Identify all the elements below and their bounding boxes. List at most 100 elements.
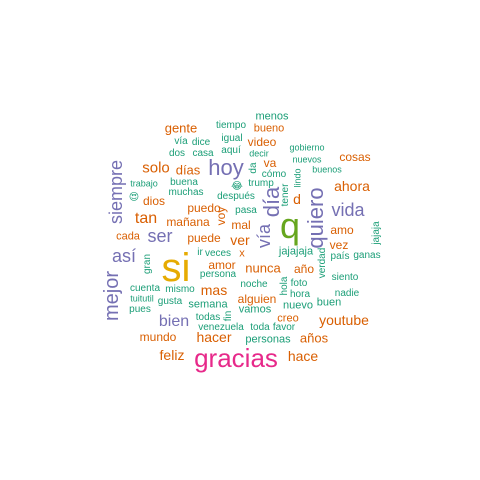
word-vamos-91: vamos: [238, 303, 272, 316]
word-como-58: cómo: [261, 169, 287, 180]
word-dos-52: dos: [168, 148, 186, 159]
word-cosas-26: cosas: [339, 150, 371, 164]
word-manana-32: mañana: [166, 215, 210, 229]
word-nuevo-92: nuevo: [283, 299, 313, 312]
word-mal-38: mal: [231, 218, 251, 232]
word-tuitutil-85: tuitutil: [130, 293, 154, 304]
word-mundo-29: mundo: [139, 330, 177, 344]
word-noche-81: noche: [240, 279, 268, 290]
word-voy-34: voy: [214, 206, 228, 226]
word-q-1: q: [279, 205, 301, 246]
word-mejor-7: mejor: [101, 270, 123, 322]
word-nuevos-56: nuevos: [292, 154, 322, 165]
word-aqui-49: aquí: [221, 145, 241, 156]
word-ano-39: año: [293, 262, 315, 276]
word-quiero-4: quiero: [303, 187, 328, 249]
word-hora-87: hora: [289, 289, 311, 300]
word-igual-48: igual: [221, 133, 243, 144]
word-ir-70: ir: [197, 247, 203, 258]
word-hace-18: hace: [287, 348, 319, 364]
word-foto-83: foto: [290, 278, 308, 289]
word-vez-40: vez: [329, 238, 349, 252]
word-creo-42: creo: [277, 312, 299, 325]
word-veces-71: veces: [204, 248, 232, 259]
word-gente-22: gente: [164, 120, 198, 136]
word-ser-10: ser: [147, 226, 173, 246]
word-siento-84: siento: [331, 272, 359, 283]
word-si-0: si: [161, 246, 191, 290]
word-dias-23: días: [175, 162, 201, 178]
word-buenos-57: buenos: [312, 164, 342, 175]
word-tan-13: tan: [134, 210, 158, 227]
word-mas-20: mas: [200, 282, 228, 298]
word-bueno-44: bueno: [253, 122, 285, 135]
word-asi-11: así: [111, 246, 137, 266]
word-personas-99: personas: [245, 333, 291, 346]
word-nadie-88: nadie: [334, 288, 360, 299]
word-ganas-77: ganas: [353, 250, 381, 261]
word-amo-41: amo: [330, 223, 354, 237]
word-gracias-2: gracias: [194, 343, 278, 373]
word-muchas-65: muchas: [168, 187, 204, 198]
word-va-36: va: [263, 156, 277, 170]
word-nunca-24: nunca: [245, 260, 281, 276]
word-cuenta-79: cuenta: [129, 283, 161, 294]
word-via-51: vía: [174, 136, 188, 147]
word-jajajaja-73: jajajaja: [278, 245, 314, 258]
word-puede-31: puede: [187, 231, 221, 245]
word-tiempo-47: tiempo: [215, 120, 247, 131]
word-hola-82: hola: [279, 276, 290, 296]
word-casa-53: casa: [192, 148, 214, 159]
word-vida-9: vida: [331, 200, 365, 220]
word-anos-25: años: [299, 330, 329, 346]
word-fin-95: fin: [223, 310, 234, 322]
word-todas-94: todas: [195, 312, 221, 323]
word-menos-46: menos: [255, 110, 289, 123]
word-cada-43: cada: [116, 230, 140, 243]
word-buen-93: buen: [316, 296, 342, 309]
word-hoy-3: hoy: [208, 155, 244, 180]
word-hacer-19: hacer: [196, 329, 232, 345]
word-mismo-80: mismo: [165, 284, 195, 295]
word-tener-62: tener: [280, 183, 291, 207]
word-venezuela-96: venezuela: [198, 322, 244, 333]
word-feliz-17: feliz: [159, 347, 185, 363]
word-trump-59: trump: [248, 178, 274, 189]
word-despues-68: después: [217, 191, 255, 202]
word-ahora-15: ahora: [334, 178, 370, 194]
word-pasa-69: pasa: [235, 205, 257, 216]
word-youtube-16: youtube: [319, 312, 369, 328]
word-puedo-30: puedo: [187, 201, 221, 215]
word-toda-97: toda: [250, 322, 270, 333]
word-jajaja-75: jajaja: [371, 221, 382, 245]
word-video-35: video: [247, 135, 277, 149]
word-favor-98: favor: [272, 322, 296, 333]
word-via-6: vía: [254, 223, 274, 249]
word-trabajo-63: trabajo: [130, 178, 158, 189]
word-d-37: d: [293, 191, 301, 207]
word-ver-21: ver: [230, 232, 250, 248]
word-bien-12: bien: [158, 313, 190, 330]
word-dios-33: dios: [142, 194, 166, 208]
word-x-45: x: [239, 247, 245, 260]
word-verdad-74: verdad: [317, 247, 328, 279]
word-gobierno-55: gobierno: [289, 142, 325, 153]
word-persona-72: persona: [199, 269, 237, 280]
word-decir-54: decir: [249, 148, 269, 159]
word-semana-90: semana: [188, 298, 228, 311]
word-alguien-28: alguien: [237, 292, 277, 306]
word-pais-76: país: [330, 251, 350, 262]
word-pues-89: pues: [129, 304, 151, 315]
word-amor-27: amor: [208, 258, 236, 272]
word-solo-14: solo: [142, 159, 170, 177]
word-gran-78: gran: [142, 253, 153, 275]
word-emoji-67: 😍: [128, 192, 140, 203]
word-siempre-8: siempre: [106, 159, 126, 225]
word-da-60: da: [248, 162, 259, 174]
word-lindo-61: lindo: [292, 168, 303, 188]
word-dice-50: dice: [191, 137, 211, 148]
word-gusta-86: gusta: [157, 296, 183, 307]
word-buena-64: buena: [170, 177, 198, 188]
word-emoji-66: 😂: [231, 181, 243, 192]
